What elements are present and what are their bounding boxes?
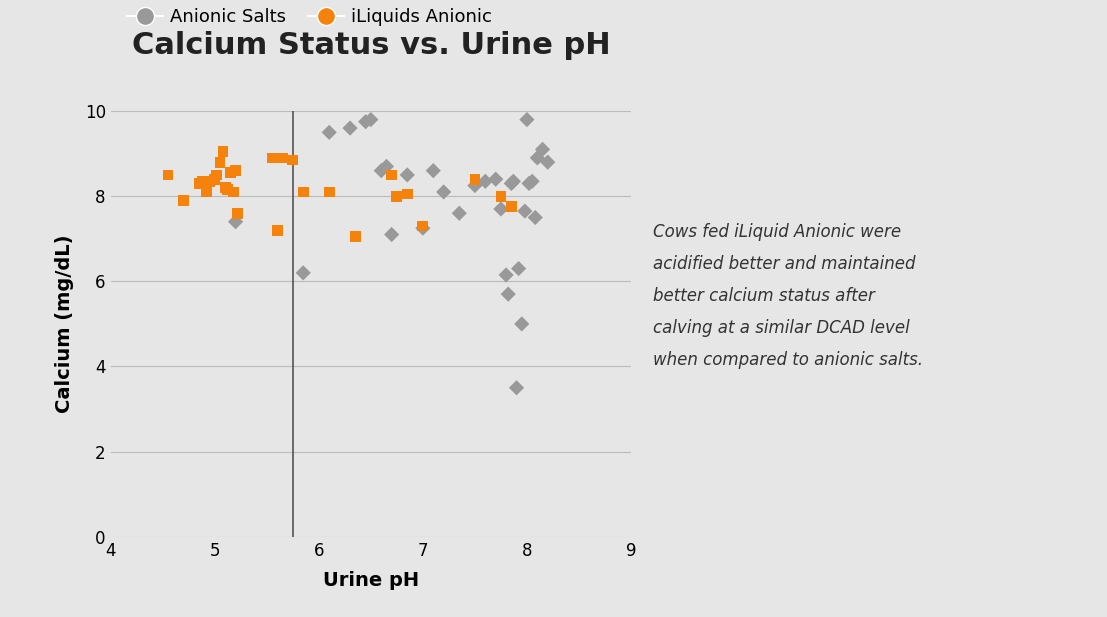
Point xyxy=(221,168,239,178)
Point xyxy=(492,191,509,201)
Point xyxy=(399,170,416,180)
Point xyxy=(159,170,177,180)
Point xyxy=(294,268,312,278)
Point xyxy=(524,176,541,186)
Point xyxy=(229,209,247,218)
Point xyxy=(175,196,193,205)
Point xyxy=(383,230,401,239)
Point xyxy=(513,319,530,329)
Point xyxy=(320,127,338,137)
Point xyxy=(414,221,432,231)
X-axis label: Urine pH: Urine pH xyxy=(323,571,418,590)
Point xyxy=(414,223,432,233)
Point xyxy=(273,153,291,163)
Point xyxy=(346,232,364,242)
Point xyxy=(283,155,301,165)
Point xyxy=(211,157,229,167)
Point xyxy=(294,187,312,197)
Point xyxy=(539,157,557,167)
Point xyxy=(503,202,520,212)
Point xyxy=(492,204,509,214)
Point xyxy=(227,166,245,176)
Legend: Anionic Salts, iLiquids Anionic: Anionic Salts, iLiquids Anionic xyxy=(120,1,499,33)
Point xyxy=(534,144,551,154)
Point xyxy=(227,217,245,226)
Point xyxy=(424,166,442,176)
Point xyxy=(466,174,484,184)
Point xyxy=(383,170,401,180)
Point xyxy=(499,289,517,299)
Point xyxy=(503,178,520,188)
Point xyxy=(208,170,226,180)
Point xyxy=(341,123,359,133)
Point xyxy=(509,263,527,273)
Y-axis label: Calcium (mg/dL): Calcium (mg/dL) xyxy=(54,234,73,413)
Point xyxy=(505,176,523,186)
Point xyxy=(216,183,234,193)
Point xyxy=(399,189,416,199)
Point xyxy=(387,191,405,201)
Point xyxy=(206,174,224,184)
Point xyxy=(528,153,546,163)
Point xyxy=(372,166,390,176)
Point xyxy=(451,209,468,218)
Point xyxy=(518,115,536,125)
Point xyxy=(225,187,242,197)
Point xyxy=(476,176,494,186)
Point xyxy=(527,212,545,222)
Point xyxy=(263,153,281,163)
Point xyxy=(516,206,534,216)
Point xyxy=(466,181,484,191)
Point xyxy=(200,176,218,186)
Point xyxy=(190,178,208,188)
Point xyxy=(320,187,338,197)
Point xyxy=(197,187,215,197)
Point xyxy=(215,147,232,157)
Point xyxy=(194,176,211,186)
Point xyxy=(435,187,453,197)
Point xyxy=(520,178,538,188)
Point xyxy=(268,225,286,235)
Point xyxy=(487,174,505,184)
Point xyxy=(377,162,395,172)
Point xyxy=(356,117,374,126)
Point xyxy=(497,270,515,280)
Point xyxy=(508,383,526,392)
Text: Cows fed iLiquid Anionic were
acidified better and maintained
better calcium sta: Cows fed iLiquid Anionic were acidified … xyxy=(653,223,923,369)
Text: Calcium Status vs. Urine pH: Calcium Status vs. Urine pH xyxy=(132,31,610,60)
Point xyxy=(362,115,380,125)
Point xyxy=(218,185,236,195)
